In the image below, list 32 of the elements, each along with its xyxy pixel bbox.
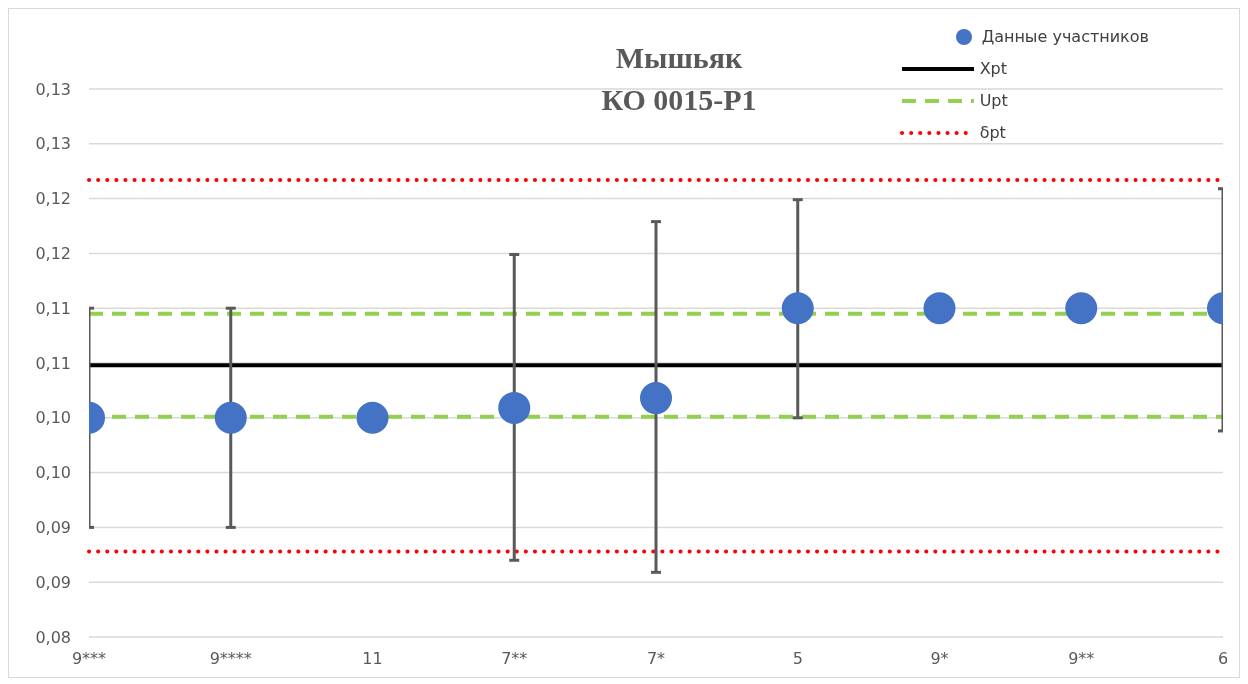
point: [214, 401, 247, 434]
legend-label: δpt: [979, 122, 1006, 144]
legend-label: Данные участников: [981, 26, 1149, 48]
x-tick-label: 7**: [501, 649, 528, 669]
y-tick-label: 0,12: [35, 244, 71, 264]
chart-title: Мышьяк КО 0015-Р1: [600, 40, 758, 118]
y-tick-label: 0,11: [35, 298, 71, 318]
y-tick-label: 0,12: [35, 189, 71, 209]
y-tick-label: 0,10: [35, 463, 71, 483]
y-tick-label: 0,09: [35, 518, 71, 538]
y-tick-label: 0,13: [35, 134, 71, 154]
point: [781, 292, 814, 325]
point: [923, 292, 956, 325]
x-tick-label: 9****: [209, 649, 252, 669]
point: [498, 391, 531, 424]
x-tick-label: 11: [362, 649, 383, 669]
x-tick-label: 9*: [930, 649, 949, 669]
y-tick-label: 0,10: [35, 408, 71, 428]
legend-label: Xpt: [979, 58, 1008, 80]
x-tick-label: 9**: [1068, 649, 1095, 669]
x-tick-label: 5: [792, 649, 803, 669]
y-tick-label: 0,09: [35, 572, 71, 592]
point: [1065, 292, 1098, 325]
point: [356, 401, 389, 434]
y-tick-label: 0,08: [35, 627, 71, 647]
x-tick-label: 9***: [71, 649, 107, 669]
y-tick-label: 0,13: [35, 79, 71, 99]
x-tick-label: 6: [1217, 649, 1229, 669]
x-tick-label: 7*: [646, 649, 666, 669]
y-tick-label: 0,11: [35, 353, 71, 373]
legend-label: Upt: [979, 90, 1008, 112]
point: [640, 382, 672, 415]
